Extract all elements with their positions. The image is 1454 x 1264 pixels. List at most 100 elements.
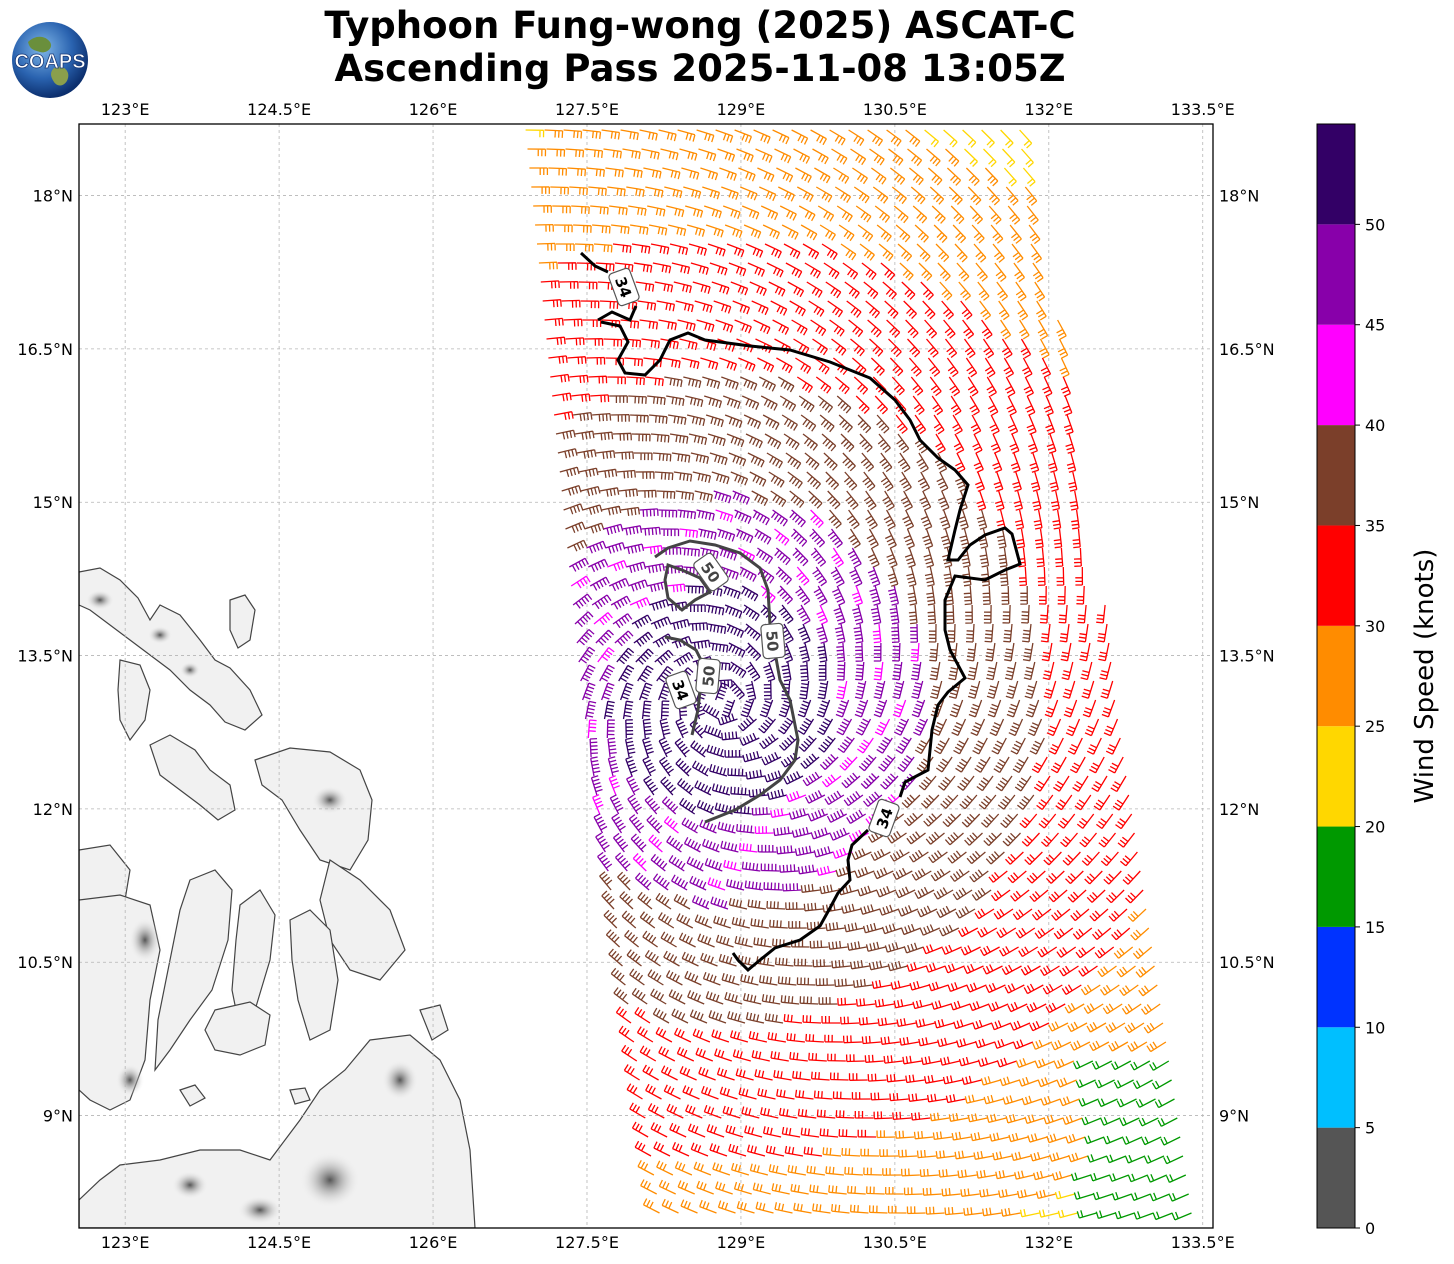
wind-barb	[942, 1075, 963, 1085]
wind-barb	[815, 978, 835, 987]
wind-barb	[599, 300, 619, 309]
wind-barb	[798, 205, 816, 222]
wind-barb	[679, 797, 697, 815]
lat-tick-right: 13.5°N	[1219, 647, 1275, 666]
wind-barb	[862, 922, 883, 934]
wind-barb	[946, 167, 962, 186]
wind-barb	[1113, 946, 1134, 959]
wind-barb	[608, 775, 620, 796]
wind-barb	[835, 699, 850, 718]
wind-barb	[1078, 623, 1089, 643]
lon-tick-top: 126°E	[409, 100, 458, 119]
wind-barb	[879, 1149, 899, 1157]
wind-barb	[1053, 1058, 1075, 1069]
wind-barb	[745, 642, 762, 662]
wind-barb	[555, 429, 576, 440]
wind-barb	[765, 1145, 785, 1157]
wind-barb	[860, 1148, 880, 1157]
wind-barb	[869, 585, 881, 606]
wind-barb	[597, 468, 618, 479]
wind-barb	[1064, 1002, 1085, 1014]
wind-barb	[605, 357, 625, 366]
wind-barb	[650, 433, 670, 443]
wind-barb	[1140, 1003, 1161, 1015]
wind-barb	[950, 1000, 971, 1011]
wind-barb	[804, 262, 821, 279]
wind-barb	[1092, 1191, 1113, 1201]
wind-barb	[611, 813, 626, 834]
wind-barb	[648, 598, 670, 611]
wind-barb	[971, 887, 992, 901]
wind-barb	[643, 167, 662, 179]
colorbar-label: Wind Speed (knots)	[1410, 548, 1440, 804]
wind-barb	[963, 585, 973, 606]
wind-barb	[607, 559, 628, 572]
wind-barb	[680, 1199, 698, 1214]
wind-barb	[943, 129, 958, 148]
wind-barb	[817, 395, 834, 413]
wind-barb	[1068, 471, 1078, 492]
contour-34kt-north	[579, 251, 1022, 798]
wind-barb	[901, 281, 916, 300]
wind-barb	[665, 970, 683, 986]
wind-barb	[766, 452, 783, 469]
wind-barb	[700, 1085, 719, 1100]
wind-barb	[1013, 262, 1026, 283]
colorbar-bin	[1317, 124, 1355, 225]
wind-barb	[704, 858, 723, 872]
wind-barb	[763, 661, 776, 682]
wind-barb	[1105, 1022, 1126, 1033]
wind-barb	[578, 281, 598, 290]
wind-barb	[781, 414, 798, 431]
wind-barb	[745, 433, 763, 449]
wind-barb	[618, 488, 639, 498]
wind-barb	[957, 509, 969, 530]
lon-tick-bottom: 126°E	[409, 1233, 458, 1252]
wind-barb	[957, 1169, 977, 1179]
wind-barb	[628, 395, 647, 404]
wind-barb	[967, 680, 981, 699]
wind-barb	[650, 1122, 668, 1138]
wind-barb	[688, 243, 707, 256]
wind-barb	[540, 280, 560, 289]
wind-barb	[796, 376, 813, 394]
wind-barb	[990, 433, 1001, 454]
wind-barb	[1157, 1117, 1178, 1127]
wind-barb	[1070, 908, 1090, 922]
wind-barb	[1026, 1002, 1047, 1013]
wind-barb	[649, 414, 668, 424]
wind-barb	[605, 929, 621, 948]
wind-barb	[985, 982, 1006, 994]
wind-barb	[639, 1045, 657, 1062]
svg-text:50: 50	[762, 630, 782, 652]
wind-barb	[995, 1170, 1016, 1180]
wind-barb	[1028, 433, 1039, 454]
chart-title: Typhoon Fung-wong (2025) ASCAT-C Ascendi…	[0, 4, 1400, 90]
wind-barb	[719, 547, 738, 561]
wind-barb	[822, 903, 843, 913]
lon-tick-top: 132°E	[1024, 100, 1073, 119]
wind-barb	[961, 1075, 982, 1086]
wind-barb	[876, 414, 890, 434]
wind-barb	[770, 300, 788, 316]
lat-tick-left: 16.5°N	[17, 340, 73, 359]
wind-barb	[683, 376, 702, 389]
wind-barb	[931, 205, 946, 224]
wind-barb	[1017, 794, 1035, 810]
wind-barb	[756, 547, 774, 565]
wind-barb	[760, 863, 780, 872]
wind-barb	[1100, 1117, 1121, 1126]
wind-barb	[1014, 775, 1032, 792]
wind-barb	[976, 775, 994, 792]
wind-barb	[826, 809, 847, 823]
wind-barb	[620, 129, 639, 141]
wind-barb	[620, 506, 641, 516]
wind-barb	[889, 849, 910, 862]
wind-barb	[1033, 1170, 1053, 1181]
wind-barb	[1036, 794, 1054, 811]
wind-barb	[948, 376, 961, 397]
wind-barb	[673, 471, 693, 482]
wind-barb	[705, 604, 725, 616]
